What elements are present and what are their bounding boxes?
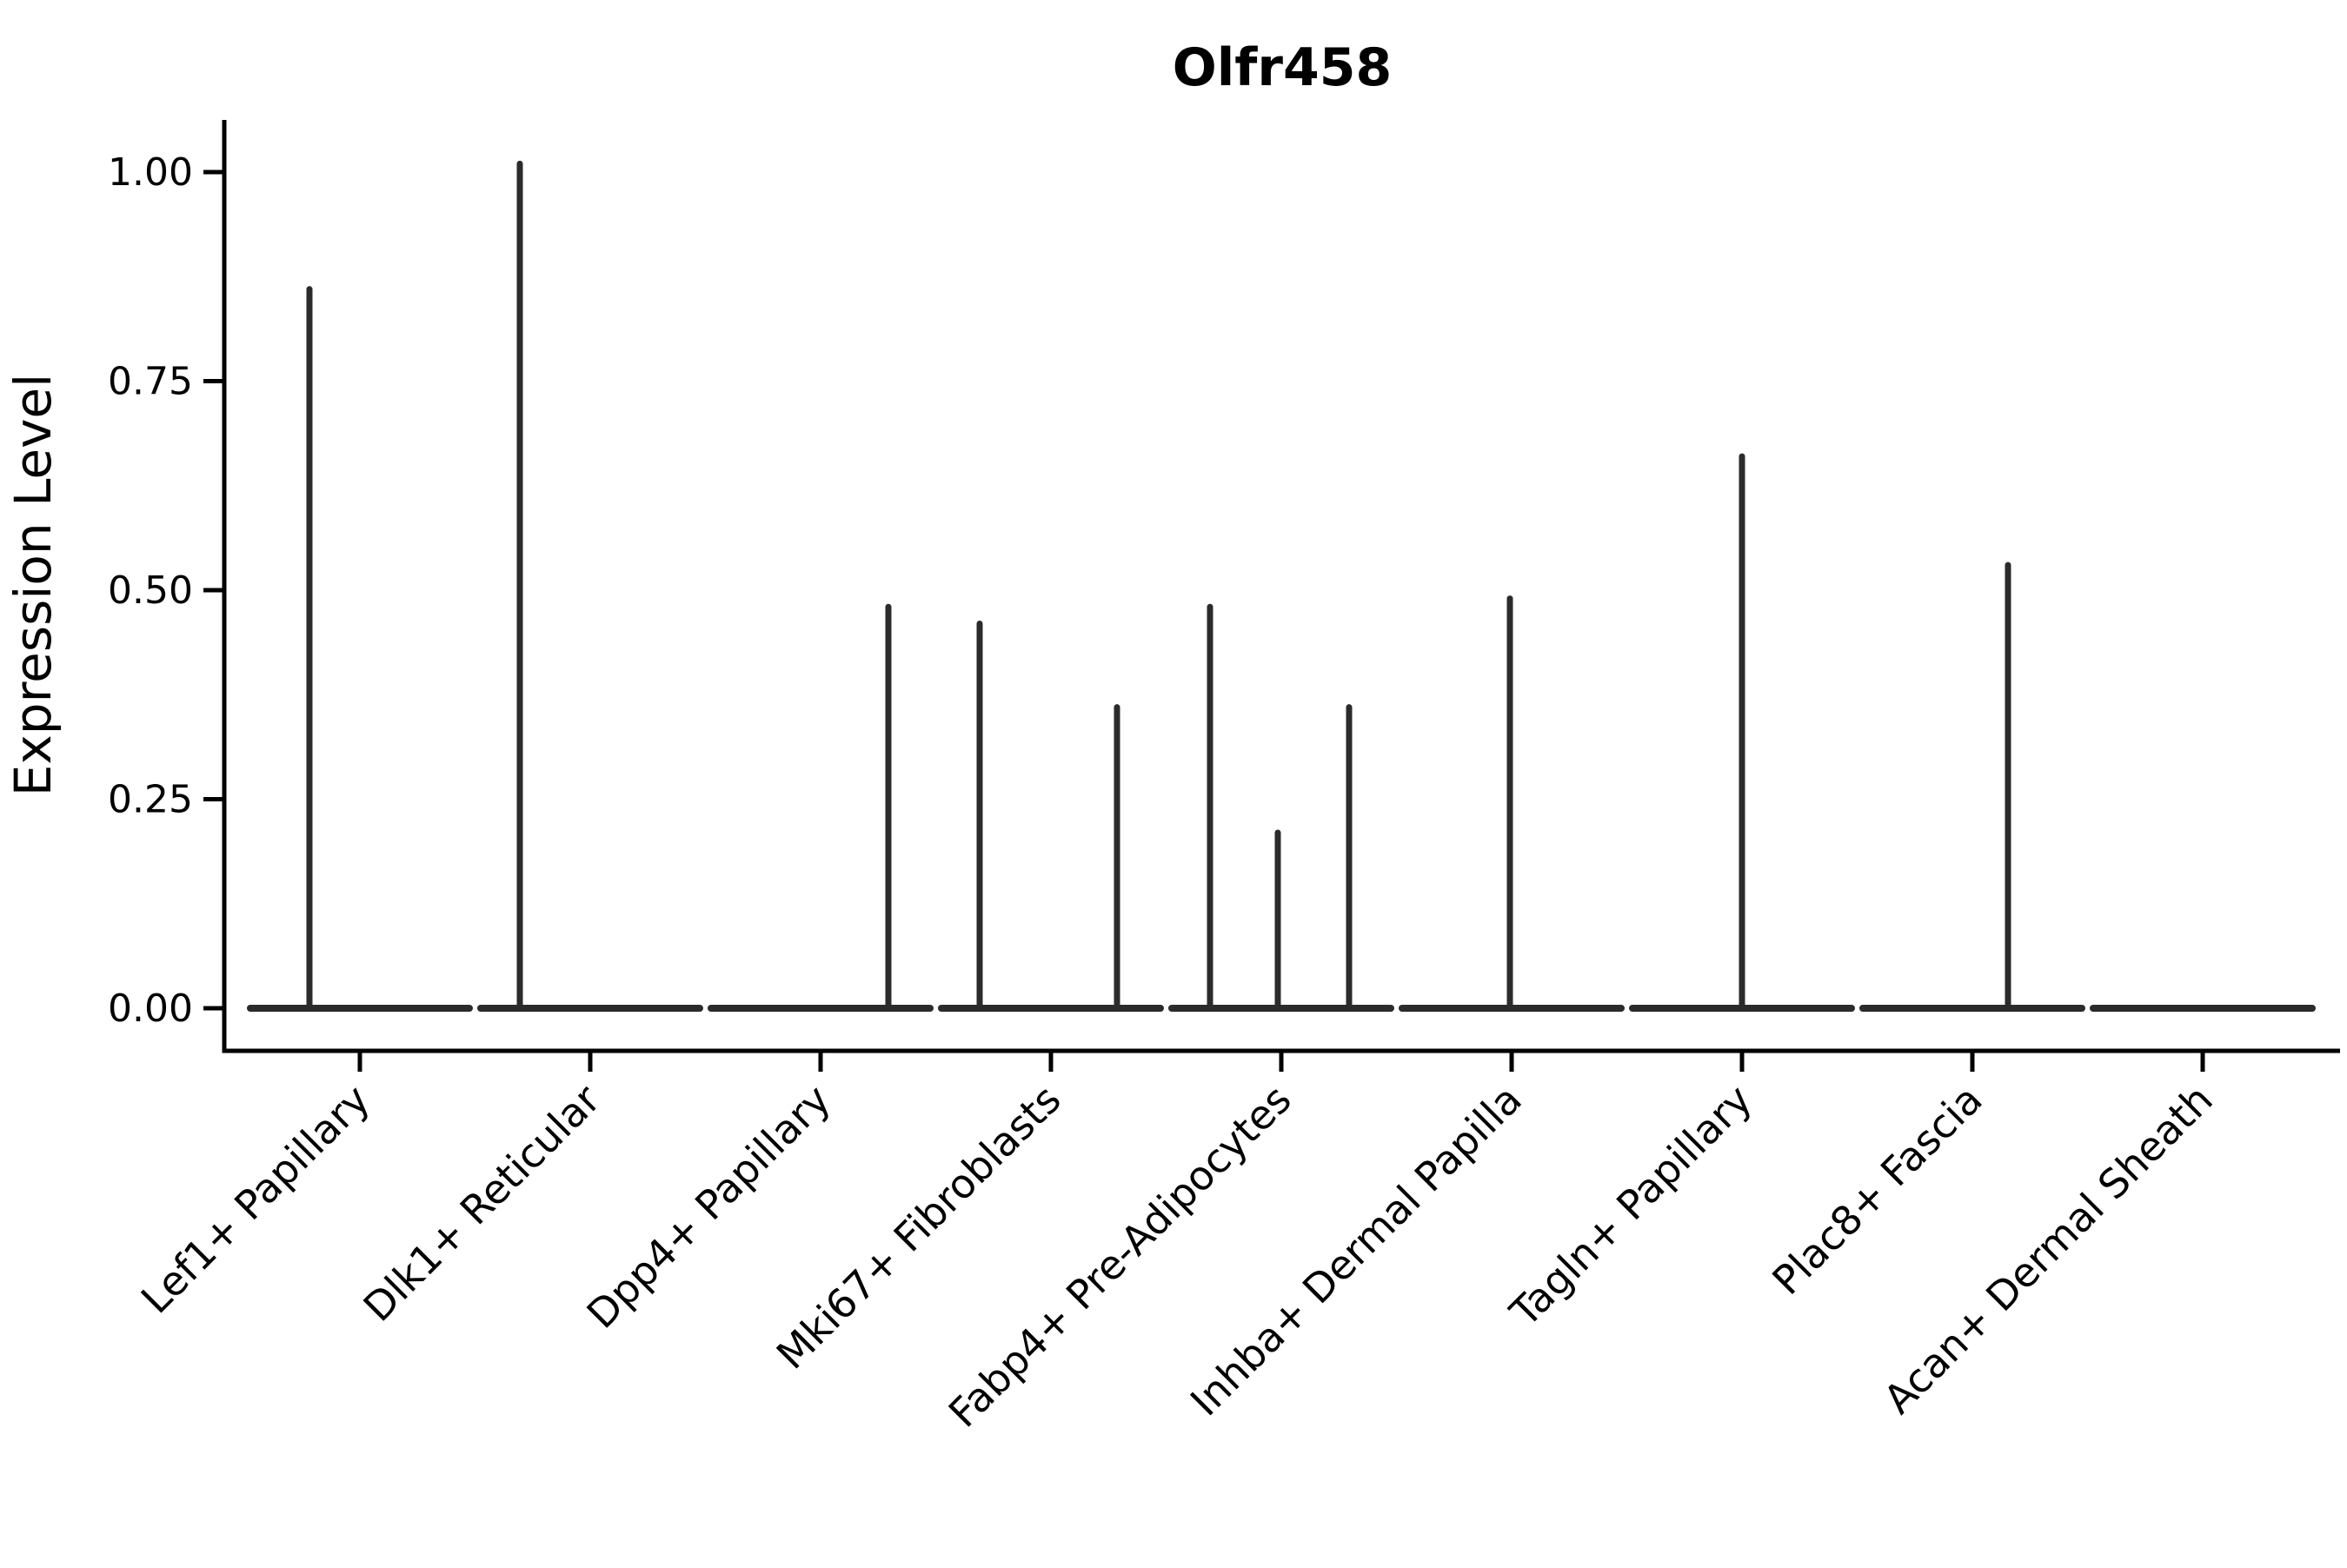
y-axis-label: Expression Level <box>3 374 63 796</box>
x-tick-label: Dpp4+ Papillary <box>578 1076 840 1338</box>
y-tick-label: 0.25 <box>108 778 193 822</box>
x-tick-label: Lef1+ Papillary <box>132 1076 379 1323</box>
y-tick-label: 0.75 <box>108 360 193 404</box>
axes-spines <box>222 120 2340 1053</box>
y-axis: 1.00 0.75 0.50 0.25 0.00 <box>108 150 223 1031</box>
y-tick-label: 0.00 <box>108 987 193 1031</box>
x-tick-label: Dlk1+ Reticular <box>355 1076 609 1331</box>
y-tick-label: 0.50 <box>108 568 193 613</box>
x-tick-label: Tagln+ Papillary <box>1500 1076 1761 1337</box>
chart-title: Olfr458 <box>1173 37 1393 98</box>
x-tick-label: Plac8+ Fascia <box>1763 1076 1991 1304</box>
y-tick-label: 1.00 <box>108 150 193 195</box>
violins <box>247 160 2316 1012</box>
